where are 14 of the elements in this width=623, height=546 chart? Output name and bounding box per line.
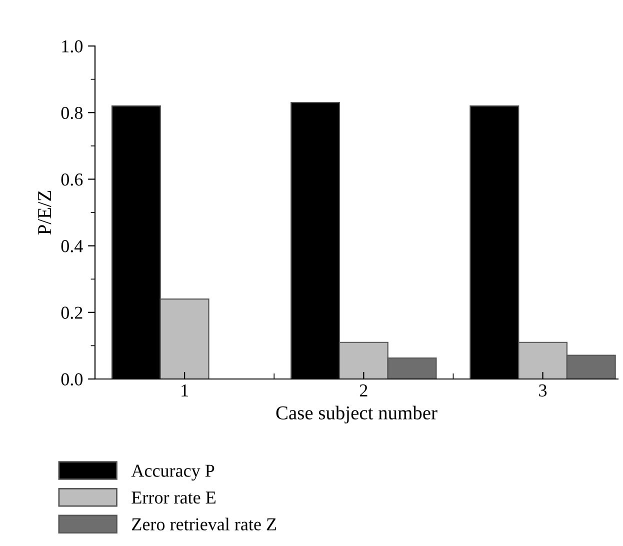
y-tick-label: 1.0 (62, 40, 83, 53)
x-tick-label: 1 (182, 384, 188, 396)
y-tick-label: 0.4 (61, 240, 83, 252)
legend-label: Error rate E (132, 492, 216, 504)
legend-label: Accuracy P (131, 464, 214, 481)
y-tick-label: 0.8 (61, 106, 83, 120)
y-tick-label: 0.2 (61, 306, 82, 319)
y-tick-label: 0.6 (61, 173, 83, 186)
x-axis-title: Case subject number (276, 406, 438, 424)
x-tick-label: 3 (539, 384, 547, 397)
x-tick-label: 2 (360, 384, 368, 396)
y-tick-label: 0.0 (61, 373, 83, 386)
legend-label: Zero retrieval rate Z (132, 518, 276, 530)
y-axis-title: P/E/Z (38, 190, 52, 235)
